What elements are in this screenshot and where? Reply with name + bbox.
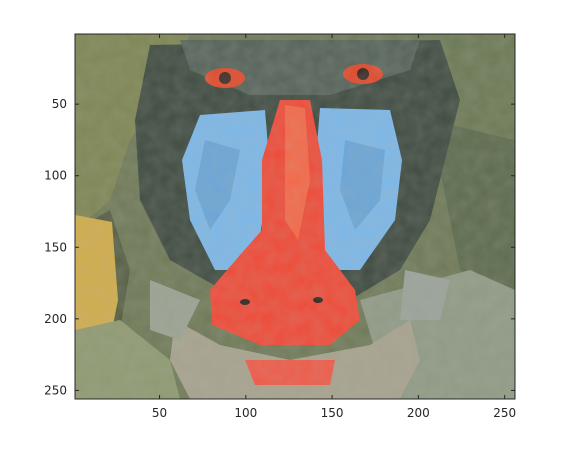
y-tick-label: 200 — [44, 312, 67, 326]
plot-image — [75, 34, 515, 399]
x-axis: 50 100 150 200 250 — [152, 34, 516, 420]
y-tick-label: 150 — [44, 240, 67, 254]
y-tick-label: 100 — [44, 169, 67, 183]
y-tick-label: 50 — [52, 97, 67, 111]
y-axis: 50 100 150 200 250 — [44, 97, 515, 397]
x-tick-label: 250 — [493, 406, 516, 420]
x-tick-label: 100 — [234, 406, 257, 420]
x-tick-label: 200 — [407, 406, 430, 420]
x-tick-label: 50 — [152, 406, 167, 420]
axes-frame — [74, 33, 516, 400]
y-tick-label: 250 — [44, 383, 67, 397]
x-tick-label: 150 — [321, 406, 344, 420]
